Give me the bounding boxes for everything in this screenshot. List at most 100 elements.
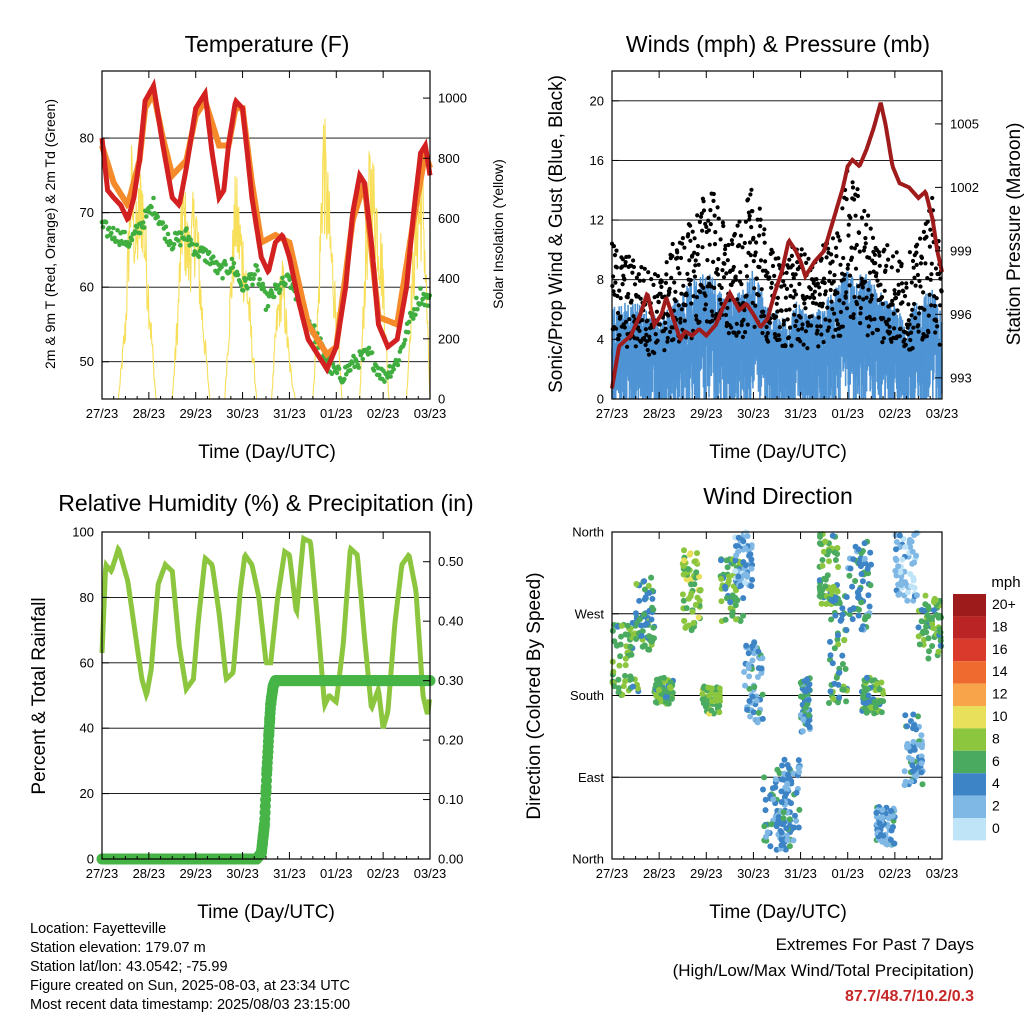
dewpoint-point [269,290,275,296]
gust-point [829,252,834,257]
direction-point [854,589,861,596]
gust-point [721,223,726,229]
dewpoint-point [334,370,340,376]
y-tick-label: 20 [80,786,94,801]
gust-point [867,255,872,260]
gust-point [854,242,859,248]
direction-point [867,549,874,556]
gust-point [892,291,898,296]
direction-point [685,622,692,629]
gust-point [863,279,868,284]
dewpoint-point [111,225,116,231]
gust-point [863,241,868,246]
humidity-ylabel: Percent & Total Rainfall [29,597,50,794]
direction-point [740,612,747,619]
gust-point [684,293,689,298]
gust-point [760,330,765,336]
x-tick-label: 28/23 [133,406,166,421]
y-tick-label: 16 [590,153,604,168]
y2-tick-label: 999 [950,243,972,258]
gust-point [752,324,757,329]
direction-point [648,638,654,645]
direction-point [634,685,641,692]
gust-point [847,273,853,278]
gust-point [735,297,740,302]
gust-point [745,322,750,327]
y2-tick-label: 0.20 [438,733,463,748]
direction-point [681,557,688,564]
gust-point [777,325,782,330]
direction-point [878,679,885,686]
gust-point [908,337,913,343]
direction-point [852,578,859,584]
gust-point [787,325,793,330]
direction-point [774,766,781,773]
direction-point [740,595,747,602]
gust-point [615,293,620,299]
gust-point [722,261,727,266]
direction-point [699,691,706,698]
gust-point [697,319,702,324]
legend-swatch [953,638,986,662]
gust-point [688,278,693,283]
gust-point [933,330,938,335]
dewpoint-point [122,229,127,235]
gust-point [631,314,636,319]
direction-point [878,709,885,716]
gust-point [916,329,921,334]
gust-point [720,220,726,225]
x-tick-label: 29/23 [690,406,723,421]
gust-point [664,272,669,277]
x-tick-label: 31/23 [784,866,817,881]
gust-point [869,293,875,298]
dewpoint-point [184,226,189,231]
gust-point [913,315,918,321]
x-tick-label: 01/23 [320,866,353,881]
gust-point [746,197,751,202]
direction-point [915,713,921,720]
direction-point [835,564,842,570]
gust-point [717,297,723,302]
y2-tick-label: 200 [438,331,460,346]
direction-point [901,768,908,775]
direction-point [902,778,909,785]
gust-point [667,286,672,291]
direction-point [913,592,920,599]
gust-point [806,256,811,261]
direction-point [650,606,657,613]
direction-point [709,698,715,705]
dewpoint-point [336,366,342,372]
gust-point [909,330,914,335]
dewpoint-point [170,245,176,251]
direction-point [832,557,839,563]
direction-point [839,611,846,618]
gust-point [740,334,746,340]
gust-point [725,258,730,263]
gust-point [729,325,734,330]
direction-point [645,582,652,589]
gust-point [644,332,649,337]
dewpoint-point [342,376,347,382]
dewpoint-point [401,341,407,347]
gust-point [692,274,698,279]
direction-point [902,712,909,719]
gust-point [862,245,867,250]
rh-line [99,534,432,729]
direction-point [863,709,870,716]
y-tick-label: East [578,770,604,785]
direction-point [906,536,913,543]
solar-ylabel: Solar Insolation (Yellow) [490,159,506,309]
y-tick-label: South [570,688,604,703]
legend-label: 0 [992,820,1000,836]
gust-point [637,328,642,333]
dewpoint-point [413,312,418,318]
gust-point [749,187,754,192]
legend-swatch [953,818,986,841]
direction-point [879,838,886,845]
gust-point [792,312,797,317]
direction-point [747,713,754,720]
gust-point [645,347,650,353]
dewpoint-point [382,379,387,384]
gust-point [866,213,871,218]
humidity-title: Relative Humidity (%) & Precipitation (i… [58,490,473,516]
